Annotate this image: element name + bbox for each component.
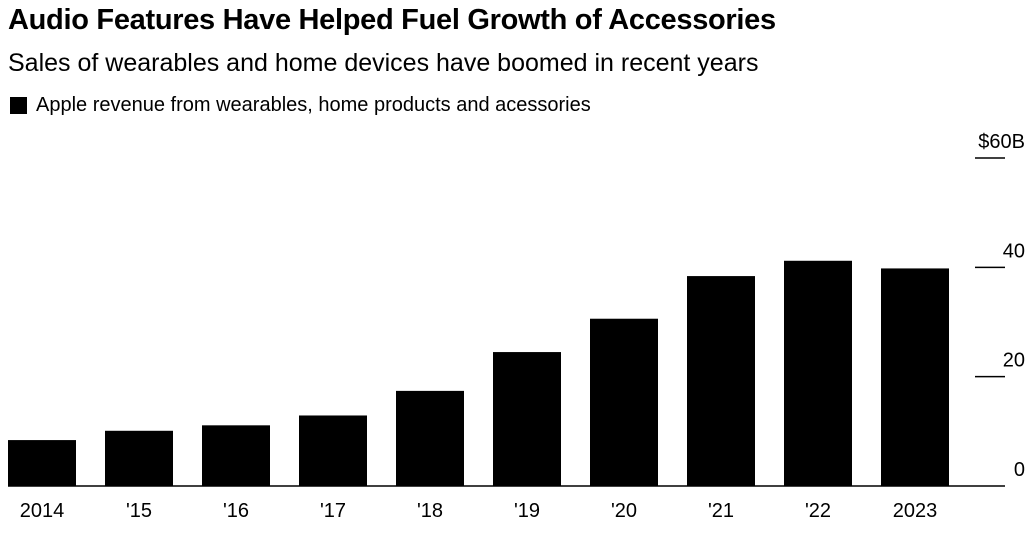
x-tick-label: '16 bbox=[223, 500, 249, 522]
chart-title: Audio Features Have Helped Fuel Growth o… bbox=[8, 4, 776, 36]
x-tick-label: '15 bbox=[126, 500, 152, 522]
bar bbox=[105, 430, 173, 486]
bar bbox=[687, 276, 755, 486]
x-tick-label: 2023 bbox=[893, 500, 938, 522]
y-tick-label: $60B bbox=[978, 131, 1025, 153]
bar bbox=[202, 425, 270, 486]
y-tick-label: 40 bbox=[1003, 240, 1025, 262]
bar bbox=[881, 268, 949, 486]
bar bbox=[590, 318, 658, 486]
legend-swatch bbox=[10, 97, 27, 114]
legend-label: Apple revenue from wearables, home produ… bbox=[36, 94, 591, 116]
x-tick-label: '18 bbox=[417, 500, 443, 522]
x-tick-label: '21 bbox=[708, 500, 734, 522]
bar bbox=[396, 390, 464, 486]
bar bbox=[299, 415, 367, 486]
x-tick-label: '22 bbox=[805, 500, 831, 522]
chart-subtitle: Sales of wearables and home devices have… bbox=[8, 49, 759, 77]
x-tick-label: '17 bbox=[320, 500, 346, 522]
y-tick-label: 0 bbox=[1014, 459, 1025, 481]
legend: Apple revenue from wearables, home produ… bbox=[10, 94, 591, 117]
y-tick-label: 20 bbox=[1003, 350, 1025, 372]
bar bbox=[784, 260, 852, 486]
x-tick-label: '19 bbox=[514, 500, 540, 522]
bar bbox=[8, 440, 76, 486]
bar bbox=[493, 352, 561, 486]
x-tick-label: '20 bbox=[611, 500, 637, 522]
x-tick-label: 2014 bbox=[20, 500, 65, 522]
